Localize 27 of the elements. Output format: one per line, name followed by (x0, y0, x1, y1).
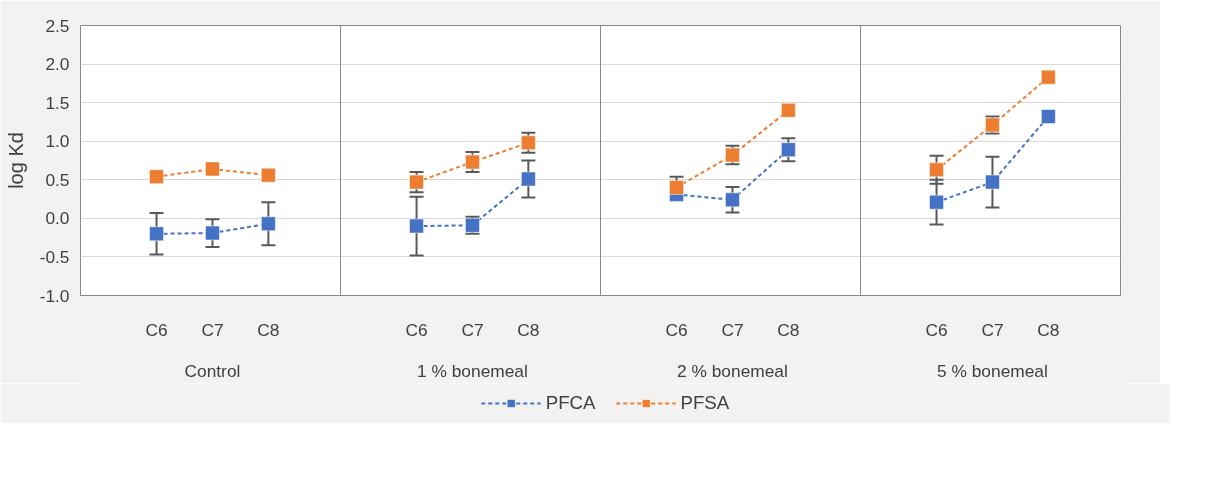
text: 1 % bonemeal (417, 360, 528, 381)
x-tick-label: C6 (925, 319, 948, 340)
text: 5 % bonemeal (937, 360, 1048, 381)
x-tick-label: C7 (981, 319, 1004, 340)
x-tick-label: C7 (461, 319, 484, 340)
x-tick-label: C7 (201, 319, 224, 340)
y-tick-label: 2.0 (45, 54, 70, 75)
x-tick-label: C8 (257, 319, 280, 340)
x-tick-label: C6 (405, 319, 428, 340)
y-axis-title: log Kd (4, 132, 27, 189)
y-tick-label: 0.5 (45, 169, 70, 190)
legend-label: PFSA (680, 392, 730, 414)
x-tick-label: C6 (665, 319, 688, 340)
y-tick-label: 1.5 (45, 92, 70, 113)
x-tick-label: C6 (145, 319, 168, 340)
x-tick-label: C7 (721, 319, 744, 340)
y-tick-label: -0.5 (39, 246, 70, 267)
y-tick-label: -1.0 (39, 285, 70, 306)
x-tick-label: C8 (777, 319, 800, 340)
y-tick-label: 1.0 (45, 131, 70, 152)
x-tick-label: C8 (1037, 319, 1060, 340)
legend-label: PFCA (545, 392, 596, 414)
text: Control (184, 360, 241, 381)
text: 2 % bonemeal (677, 360, 788, 381)
y-tick-label: 0.0 (45, 208, 70, 229)
y-tick-label: 2.5 (45, 15, 70, 36)
x-tick-label: C8 (517, 319, 540, 340)
